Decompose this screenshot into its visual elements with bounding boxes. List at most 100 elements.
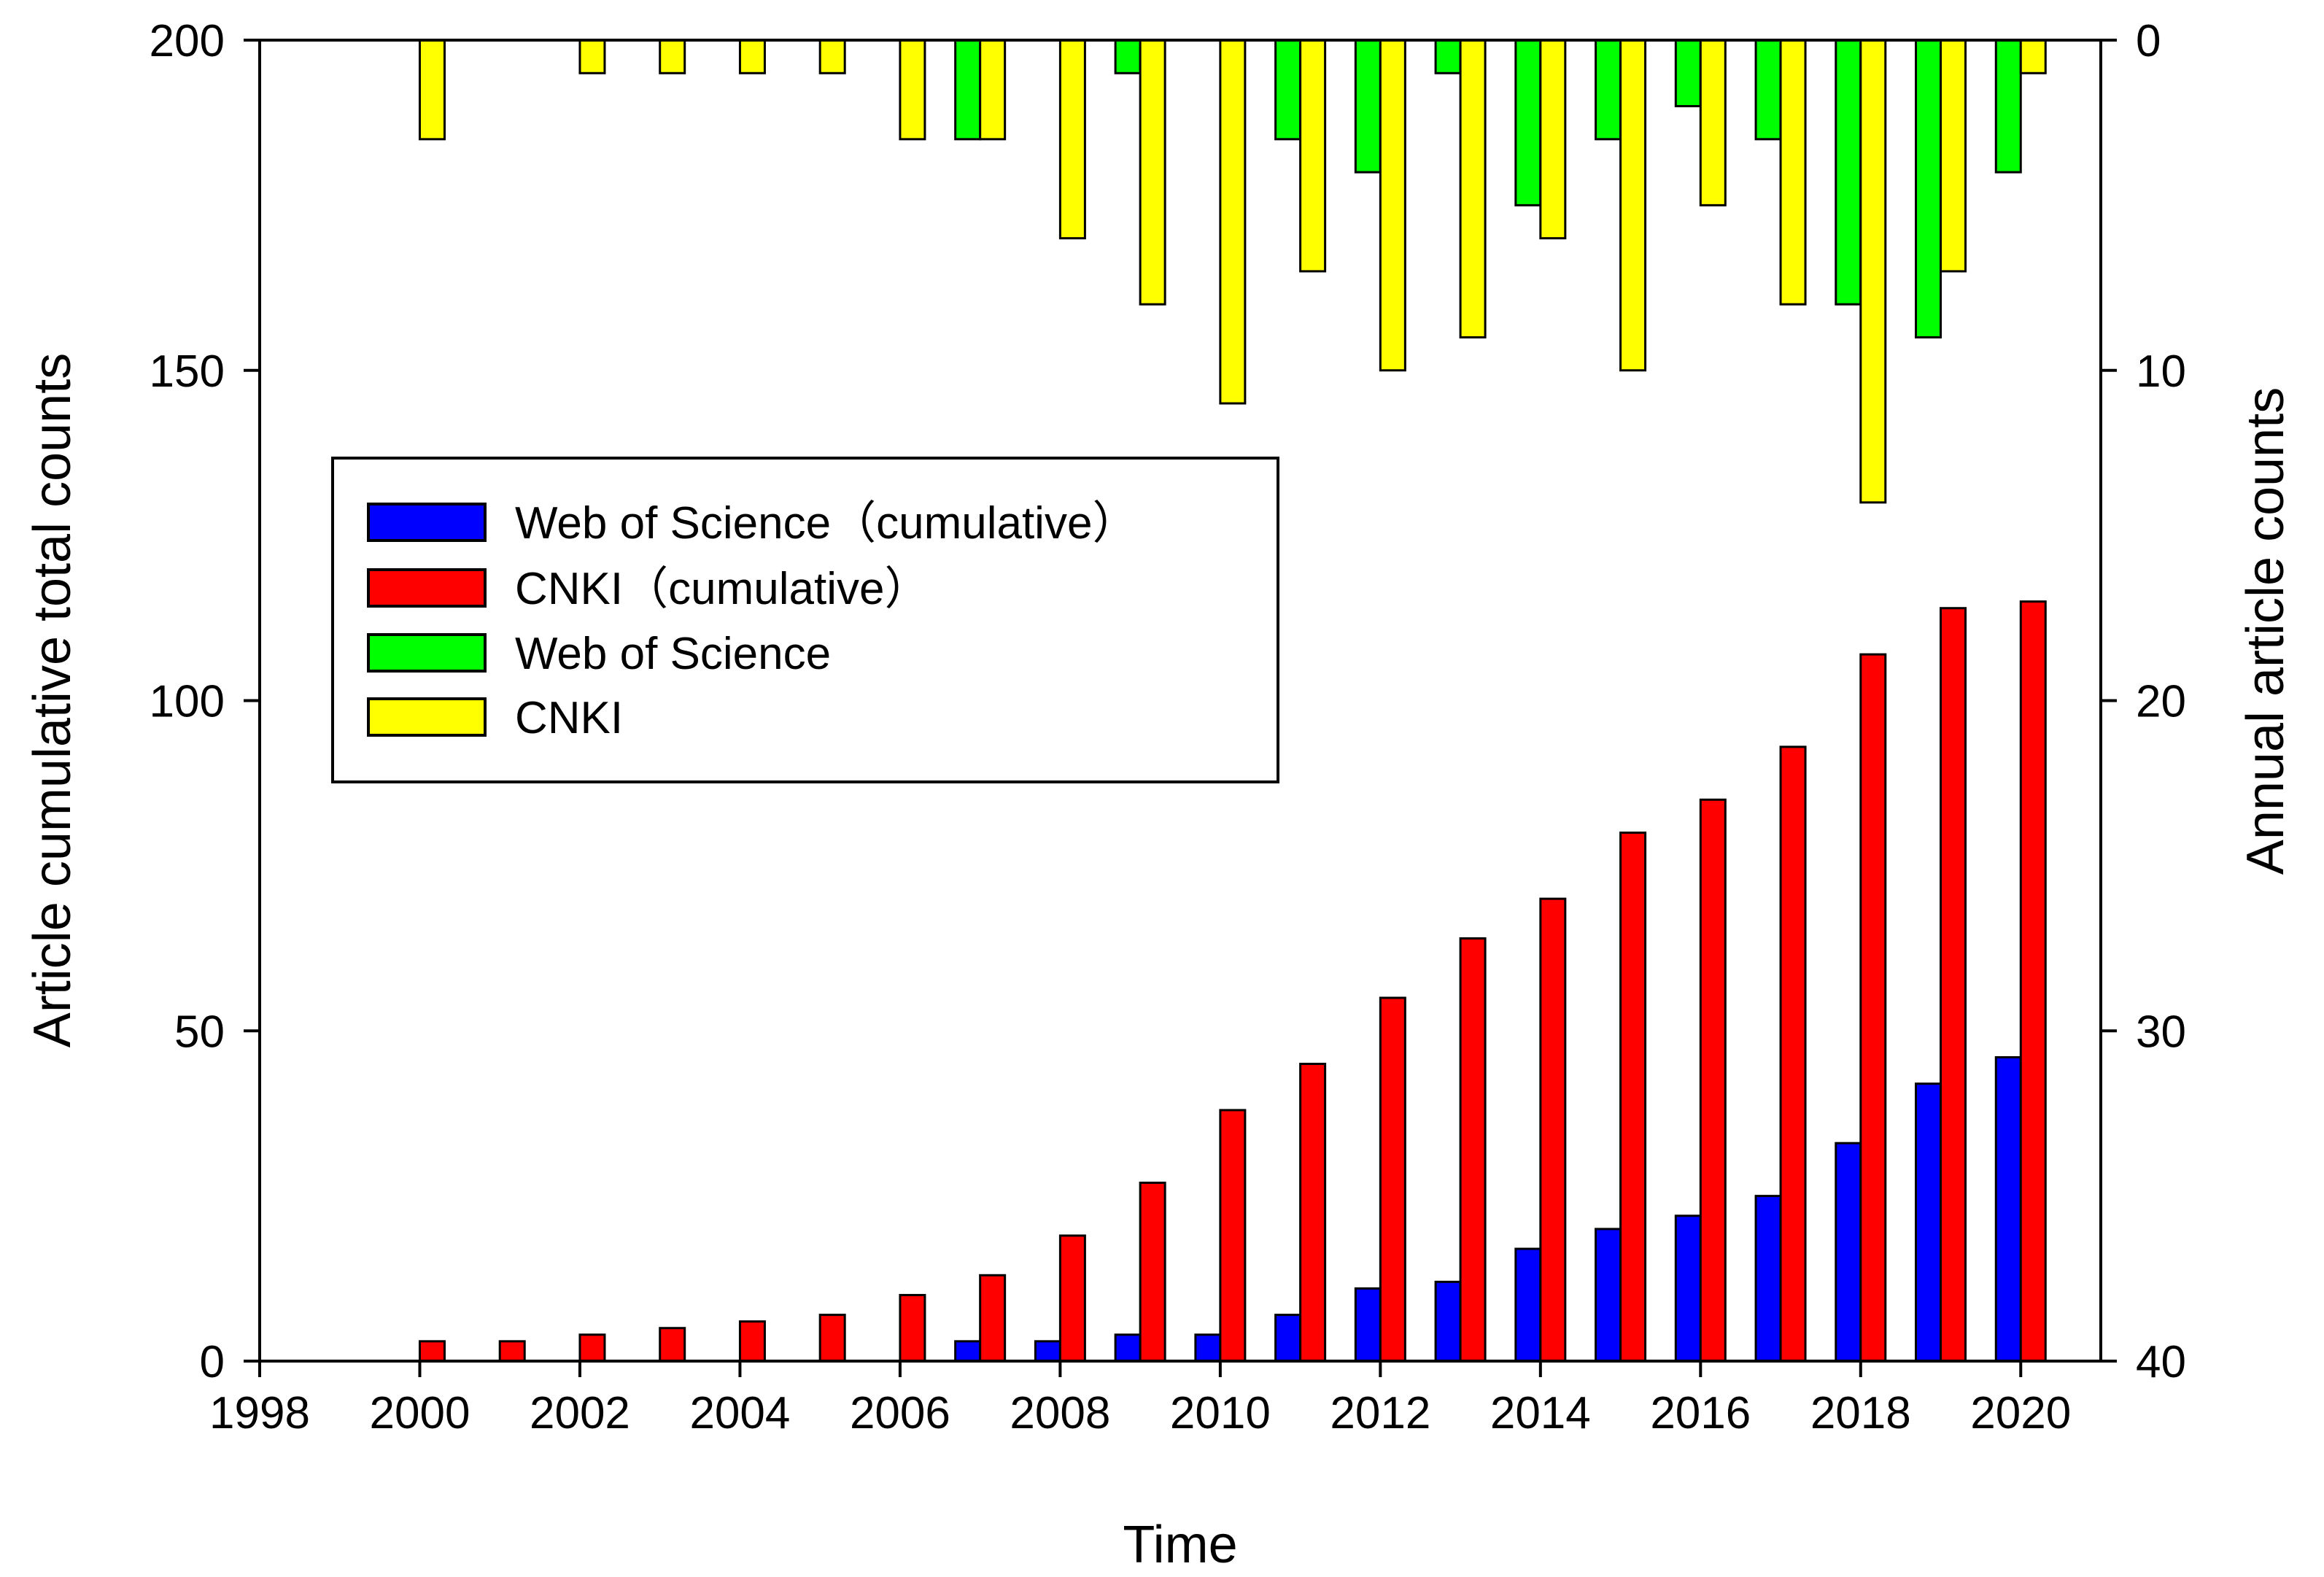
bar-cnki-cumulative-2016 [1699,798,1727,1363]
bar-cnki-cumulative-2000 [418,1340,446,1363]
y-left-tick-label-200: 200 [150,16,225,66]
bar-web-of-science-cumulative-2016 [1674,1214,1702,1363]
bar-cnki-2011 [1299,39,1327,273]
bar-cnki-2019 [1940,39,1967,273]
bar-cnki-2009 [1139,39,1166,306]
bar-web-of-science-cumulative-2012 [1354,1287,1382,1363]
bar-web-of-science-cumulative-2009 [1114,1333,1142,1363]
bar-cnki-cumulative-2010 [1219,1109,1247,1363]
bar-web-of-science-cumulative-2019 [1915,1082,1943,1363]
y-right-tick-label-0: 0 [2136,16,2161,66]
bar-cnki-2005 [818,39,846,74]
legend-swatch-cnki-cumulative [367,568,487,608]
bar-cnki-cumulative-2011 [1299,1063,1327,1363]
bar-cnki-cumulative-2020 [2019,600,2047,1363]
bar-web-of-science-2012 [1354,39,1382,174]
bar-cnki-2008 [1058,39,1086,240]
legend-label-wos-cumulative: Web of Science（cumulative） [515,498,1137,549]
bar-cnki-cumulative-2002 [578,1333,606,1363]
x-tick-label-2000: 2000 [370,1388,470,1438]
bar-cnki-2012 [1379,39,1406,372]
bar-web-of-science-2011 [1274,39,1302,141]
x-tick-label-2008: 2008 [1010,1388,1110,1438]
bar-web-of-science-2013 [1434,39,1462,74]
x-tick-label-2006: 2006 [850,1388,950,1438]
legend-swatch-wos-cumulative [367,503,487,542]
legend-swatch-cnki-annual [367,697,487,737]
bar-cnki-cumulative-2008 [1058,1234,1086,1363]
bar-cnki-cumulative-2007 [979,1274,1007,1363]
bar-web-of-science-cumulative-2013 [1434,1280,1462,1363]
bar-web-of-science-2007 [954,39,982,141]
bar-web-of-science-cumulative-2008 [1034,1340,1061,1363]
labels-layer: Time Article cumulative total counts Ann… [23,353,2295,1574]
y-left-tick-label-100: 100 [150,677,225,727]
bar-web-of-science-cumulative-2011 [1274,1314,1302,1363]
legend-label-cnki-cumulative: CNKI（cumulative） [515,564,929,614]
y-left-tick-label-50: 50 [174,1007,225,1057]
bar-web-of-science-cumulative-2014 [1514,1247,1542,1363]
bar-cnki-cumulative-2004 [738,1320,766,1363]
y-right-tick-label-10: 10 [2136,346,2186,397]
legend-swatch-wos-annual [367,633,487,673]
bar-cnki-2007 [979,39,1007,141]
bar-cnki-cumulative-2019 [1940,607,1967,1363]
bar-web-of-science-2015 [1595,39,1622,141]
bar-cnki-cumulative-2003 [659,1327,686,1363]
x-tick-label-2018: 2018 [1810,1388,1911,1438]
x-tick-label-2004: 2004 [689,1388,790,1438]
bar-web-of-science-2019 [1915,39,1943,338]
bar-cnki-2003 [659,39,686,74]
bar-cnki-2006 [899,39,926,141]
bar-cnki-cumulative-2017 [1779,745,1807,1363]
bar-cnki-2020 [2019,39,2047,74]
bar-web-of-science-cumulative-2010 [1194,1333,1222,1363]
y-right-tick-label-20: 20 [2136,677,2186,727]
y-left-tick-label-150: 150 [150,346,225,397]
bar-cnki-2013 [1459,39,1487,338]
bar-web-of-science-2018 [1835,39,1862,306]
bar-web-of-science-2009 [1114,39,1142,74]
bar-cnki-cumulative-2018 [1859,653,1887,1363]
bar-web-of-science-cumulative-2018 [1835,1142,1862,1363]
axes-layer: 1998 2000 2002 2004 2006 2008 2010 2012 2014 2016… [150,16,2186,1438]
bar-cnki-2016 [1699,39,1727,206]
y-right-tick-label-30: 30 [2136,1007,2186,1057]
bar-cnki-2017 [1779,39,1807,306]
bar-cnki-cumulative-2001 [498,1340,526,1363]
x-tick-label-2014: 2014 [1490,1388,1591,1438]
bar-cnki-2015 [1619,39,1647,372]
bar-cnki-cumulative-2013 [1459,937,1487,1363]
bar-cnki-2004 [738,39,766,74]
bar-web-of-science-cumulative-2007 [954,1340,982,1363]
bar-cnki-cumulative-2015 [1619,832,1647,1363]
bar-cnki-cumulative-2006 [899,1293,926,1363]
bar-cnki-cumulative-2012 [1379,996,1406,1363]
x-tick-label-2002: 2002 [530,1388,630,1438]
y-right-tick-label-40: 40 [2136,1337,2186,1387]
bar-cnki-2002 [578,39,606,74]
x-tick-label-2016: 2016 [1650,1388,1751,1438]
bar-web-of-science-2014 [1514,39,1542,206]
bar-web-of-science-2016 [1674,39,1702,108]
legend-label-wos-annual: Web of Science [515,629,831,679]
bar-cnki-2014 [1539,39,1567,240]
x-tick-label-2020: 2020 [1970,1388,2071,1438]
y-left-tick-label-0: 0 [200,1337,225,1387]
bar-web-of-science-cumulative-2015 [1595,1228,1622,1363]
bar-cnki-cumulative-2014 [1539,897,1567,1363]
x-tick-label-2012: 2012 [1330,1388,1430,1438]
bars-layer [418,39,2047,1363]
bar-web-of-science-2020 [1994,39,2022,174]
left-axis-title: Article cumulative total counts [23,353,82,1047]
bar-cnki-2000 [418,39,446,141]
bar-cnki-2010 [1219,39,1247,405]
legend: Web of Science（cumulative） CNKI（cumulati… [331,457,1279,783]
bar-web-of-science-cumulative-2020 [1994,1055,2022,1363]
legend-box [331,457,1279,783]
bar-cnki-cumulative-2005 [818,1314,846,1363]
bar-web-of-science-2017 [1754,39,1782,141]
x-axis-title: Time [1123,1516,1237,1574]
right-axis-title: Annual article counts [2236,387,2295,875]
